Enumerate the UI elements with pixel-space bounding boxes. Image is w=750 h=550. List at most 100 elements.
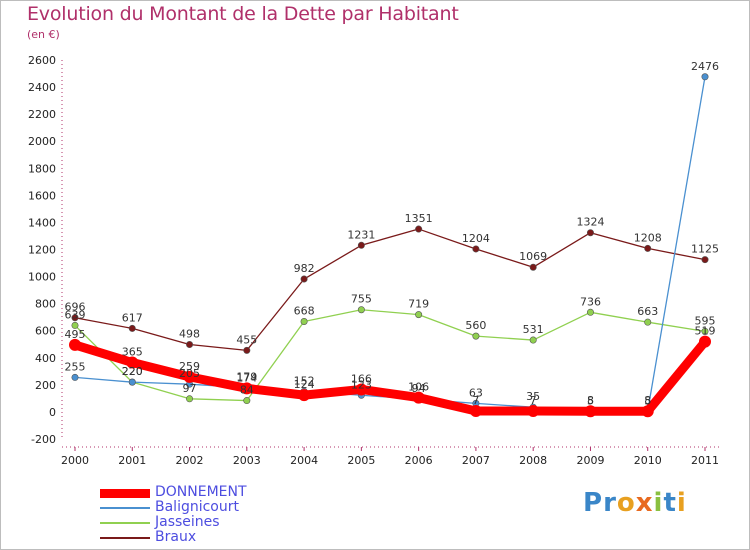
x-tick-label: 2010: [634, 454, 662, 467]
data-point: [529, 263, 537, 271]
data-label: 8: [587, 394, 594, 407]
data-label: 35: [526, 390, 540, 403]
y-tick-label: 2200: [28, 108, 56, 121]
x-tick-label: 2009: [576, 454, 604, 467]
data-label: 1208: [634, 231, 662, 244]
data-point: [699, 335, 711, 348]
data-point: [300, 318, 308, 326]
data-label: 1204: [462, 232, 490, 245]
data-label: 7: [530, 394, 537, 407]
data-point: [701, 327, 709, 335]
data-point: [128, 378, 136, 386]
legend-swatch: [100, 522, 150, 524]
data-label: 455: [236, 333, 257, 346]
logo-letter: i: [676, 488, 687, 518]
data-point: [415, 311, 423, 319]
data-point: [644, 244, 652, 252]
data-label: 663: [637, 305, 658, 318]
data-label: 220: [122, 365, 143, 378]
data-label: 755: [351, 293, 372, 306]
data-point: [701, 256, 709, 264]
legend-label: Jasseines: [155, 514, 220, 530]
data-point: [701, 73, 709, 81]
legend-label: Balignicourt: [155, 499, 239, 515]
y-tick-label: 2400: [28, 81, 56, 94]
y-tick-label: 800: [35, 298, 56, 311]
data-point: [69, 338, 81, 351]
data-point: [412, 391, 425, 404]
data-point: [186, 395, 194, 403]
y-tick-label: 1600: [28, 189, 56, 202]
data-label: 123: [351, 378, 372, 391]
y-tick-label: 1400: [28, 216, 56, 229]
data-point: [586, 229, 594, 237]
legend-label: DONNEMENT: [155, 484, 247, 500]
data-point: [243, 397, 251, 405]
x-tick-label: 2002: [176, 454, 204, 467]
series-line-donnement: [70, 337, 710, 416]
data-label: 595: [695, 314, 716, 327]
data-label: 152: [294, 374, 315, 387]
data-point: [527, 404, 540, 417]
y-tick-label: -200: [31, 433, 56, 446]
data-label: 84: [240, 384, 254, 397]
plot-area: [69, 73, 711, 418]
x-tick-label: 2004: [290, 454, 318, 467]
data-label: 63: [469, 386, 483, 399]
chart-title: Evolution du Montant de la Dette par Hab…: [27, 3, 459, 25]
data-label: 668: [294, 305, 315, 318]
data-label: 124: [294, 378, 315, 391]
data-point: [243, 346, 251, 354]
data-point: [529, 336, 537, 344]
data-label: 560: [465, 319, 486, 332]
x-tick-label: 2008: [519, 454, 547, 467]
legend-label: Braux: [155, 529, 197, 545]
data-label: 106: [408, 381, 429, 394]
data-label: 736: [580, 295, 601, 308]
data-label: 495: [65, 328, 86, 341]
data-label: 8: [644, 394, 651, 407]
y-tick-label: 1200: [28, 244, 56, 257]
series-line-jasseines: [74, 309, 706, 402]
data-label: 1231: [347, 228, 375, 241]
data-label: 1351: [405, 212, 433, 225]
data-point: [128, 324, 136, 332]
data-point: [300, 275, 308, 283]
data-label: 94: [412, 382, 426, 395]
x-tick-label: 2003: [233, 454, 261, 467]
data-point: [71, 321, 79, 329]
data-label: 174: [236, 371, 257, 384]
data-point: [240, 382, 253, 395]
data-label: 97: [183, 382, 197, 395]
data-point: [586, 308, 594, 316]
y-tick-label: 0: [49, 406, 56, 419]
legend-swatch: [100, 507, 150, 509]
data-label: 259: [179, 360, 200, 373]
data-label: 639: [65, 308, 86, 321]
data-point: [357, 241, 365, 249]
data-point: [186, 341, 194, 349]
data-label: 531: [523, 323, 544, 336]
data-label: 7: [472, 394, 479, 407]
data-point: [71, 314, 79, 322]
data-point: [183, 370, 196, 383]
data-point: [298, 389, 311, 402]
y-tick-label: 2000: [28, 135, 56, 148]
data-label: 719: [408, 298, 429, 311]
data-point: [584, 405, 597, 418]
data-point: [71, 373, 79, 381]
y-tick-label: 1000: [28, 271, 56, 284]
data-label: 1069: [519, 250, 547, 263]
data-point: [469, 404, 482, 417]
y-tick-label: 600: [35, 325, 56, 338]
logo-letter: x: [635, 488, 654, 518]
y-tick-label: 2600: [28, 54, 56, 67]
data-label: 365: [122, 346, 143, 359]
y-tick-label: 400: [35, 352, 56, 365]
data-point: [641, 405, 654, 418]
logo-letter: i: [653, 488, 664, 518]
data-point: [415, 225, 423, 233]
x-tick-label: 2007: [462, 454, 490, 467]
